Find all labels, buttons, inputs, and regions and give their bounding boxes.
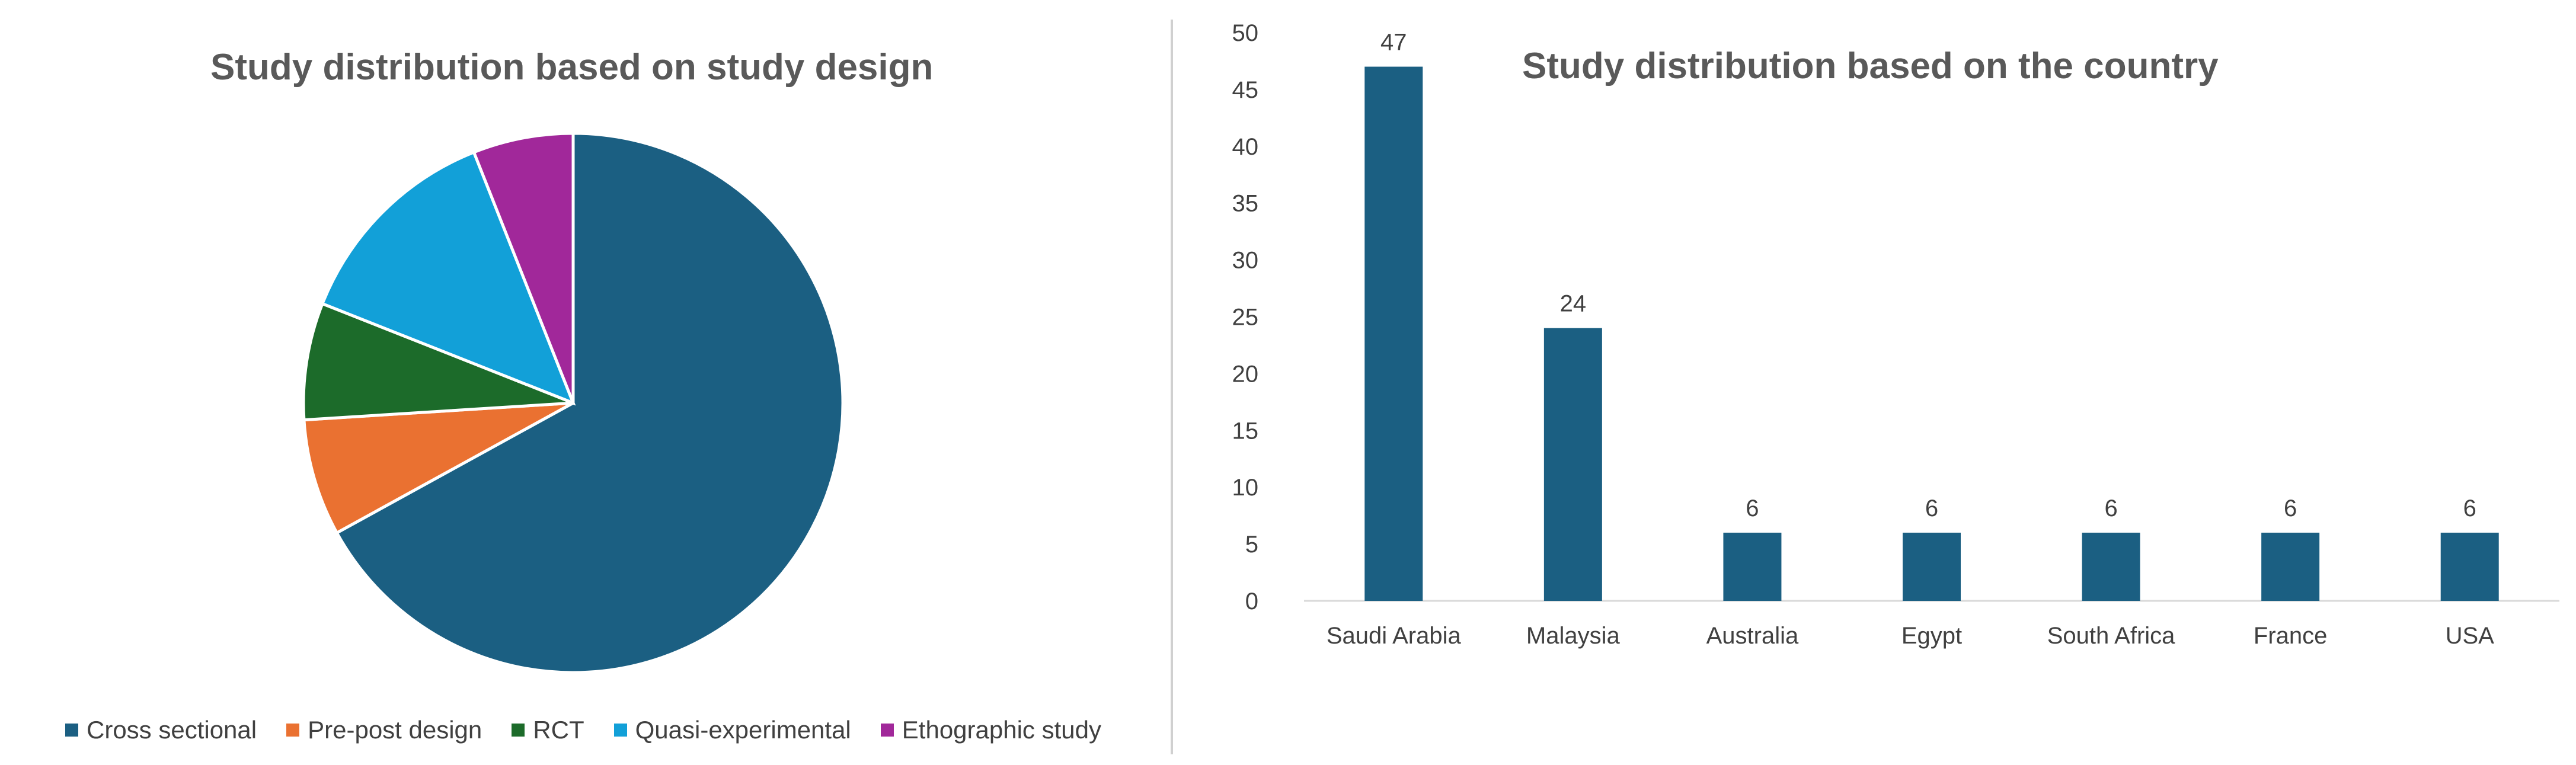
data-label-usa: 6 (2463, 495, 2476, 521)
x-tick-label-south-africa: South Africa (2047, 623, 2175, 649)
pie-chart-panel: Study distribution based on study design… (0, 0, 1171, 765)
pie-slice-rct (302, 302, 574, 422)
legend-item-cross-sectional: Cross sectional (65, 716, 257, 744)
data-label-australia: 6 (1746, 495, 1759, 521)
legend-swatch (286, 724, 300, 737)
pie-chart (302, 132, 845, 674)
legend-label: Ethographic study (902, 716, 1101, 744)
data-label-malaysia: 24 (1560, 291, 1587, 317)
data-label-egypt: 6 (1925, 495, 1938, 521)
x-tick-label-egypt: Egypt (1901, 623, 1962, 649)
legend-item-ethographic-study: Ethographic study (880, 716, 1101, 744)
x-tick-label-saudi-arabia: Saudi Arabia (1327, 623, 1462, 649)
panel-divider (1171, 20, 1173, 754)
legend-item-pre-post-design: Pre-post design (286, 716, 482, 744)
x-tick-label-france: France (2254, 623, 2328, 649)
legend-label: RCT (533, 716, 584, 744)
data-label-saudi-arabia: 47 (1380, 30, 1407, 56)
bar-egypt (1903, 532, 1961, 601)
bar-chart-panel: Study distribution based on the country … (1178, 0, 2576, 765)
x-tick-label-australia: Australia (1706, 623, 1799, 649)
y-tick-label: 35 (1232, 191, 1259, 217)
y-tick-label: 40 (1232, 134, 1259, 160)
bar-south-africa (2082, 532, 2140, 601)
bar-saudi-arabia (1364, 66, 1423, 601)
legend-swatch (613, 724, 627, 737)
bar-malaysia (1543, 328, 1602, 601)
bar-usa (2440, 532, 2499, 601)
y-tick-label: 45 (1232, 77, 1259, 103)
legend-swatch (65, 724, 78, 737)
y-tick-label: 5 (1245, 532, 1258, 558)
pie-slice-ethographic-study (472, 132, 575, 404)
bar-france (2261, 532, 2320, 601)
pie-slice-quasi-experimental (320, 150, 576, 406)
y-tick-label: 20 (1232, 361, 1259, 387)
x-tick-label-usa: USA (2446, 623, 2495, 649)
y-tick-label: 0 (1245, 588, 1258, 614)
legend-swatch (512, 724, 525, 737)
legend-item-rct: RCT (512, 716, 584, 744)
legend-label: Pre-post design (308, 716, 482, 744)
y-tick-label: 50 (1232, 20, 1259, 46)
x-tick-label-malaysia: Malaysia (1526, 623, 1621, 649)
y-tick-label: 15 (1232, 418, 1259, 444)
legend-item-quasi-experimental: Quasi-experimental (613, 716, 851, 744)
bar-chart: 0 5 10 15 20 25 30 35 40 45 50 47 Saudi Arabia 24 Mala… (1232, 20, 2559, 649)
bar-australia (1723, 532, 1782, 601)
legend-label: Quasi-experimental (635, 716, 851, 744)
y-tick-label: 25 (1232, 305, 1259, 331)
pie-chart-title: Study distribution based on study design (210, 47, 934, 88)
bar-chart-title: Study distribution based on the country (1522, 46, 2219, 87)
legend-label: Cross sectional (87, 716, 257, 744)
y-tick-label: 10 (1232, 475, 1259, 501)
pie-legend: Cross sectional Pre-post design RCT Quasi-e… (65, 716, 1131, 744)
pie-slice-cross-sectional (334, 132, 845, 674)
y-tick-label: 30 (1232, 248, 1259, 274)
data-label-south-africa: 6 (2104, 495, 2117, 521)
pie-slice-pre-post-design (302, 401, 574, 535)
data-label-france: 6 (2284, 495, 2297, 521)
legend-swatch (880, 724, 894, 737)
